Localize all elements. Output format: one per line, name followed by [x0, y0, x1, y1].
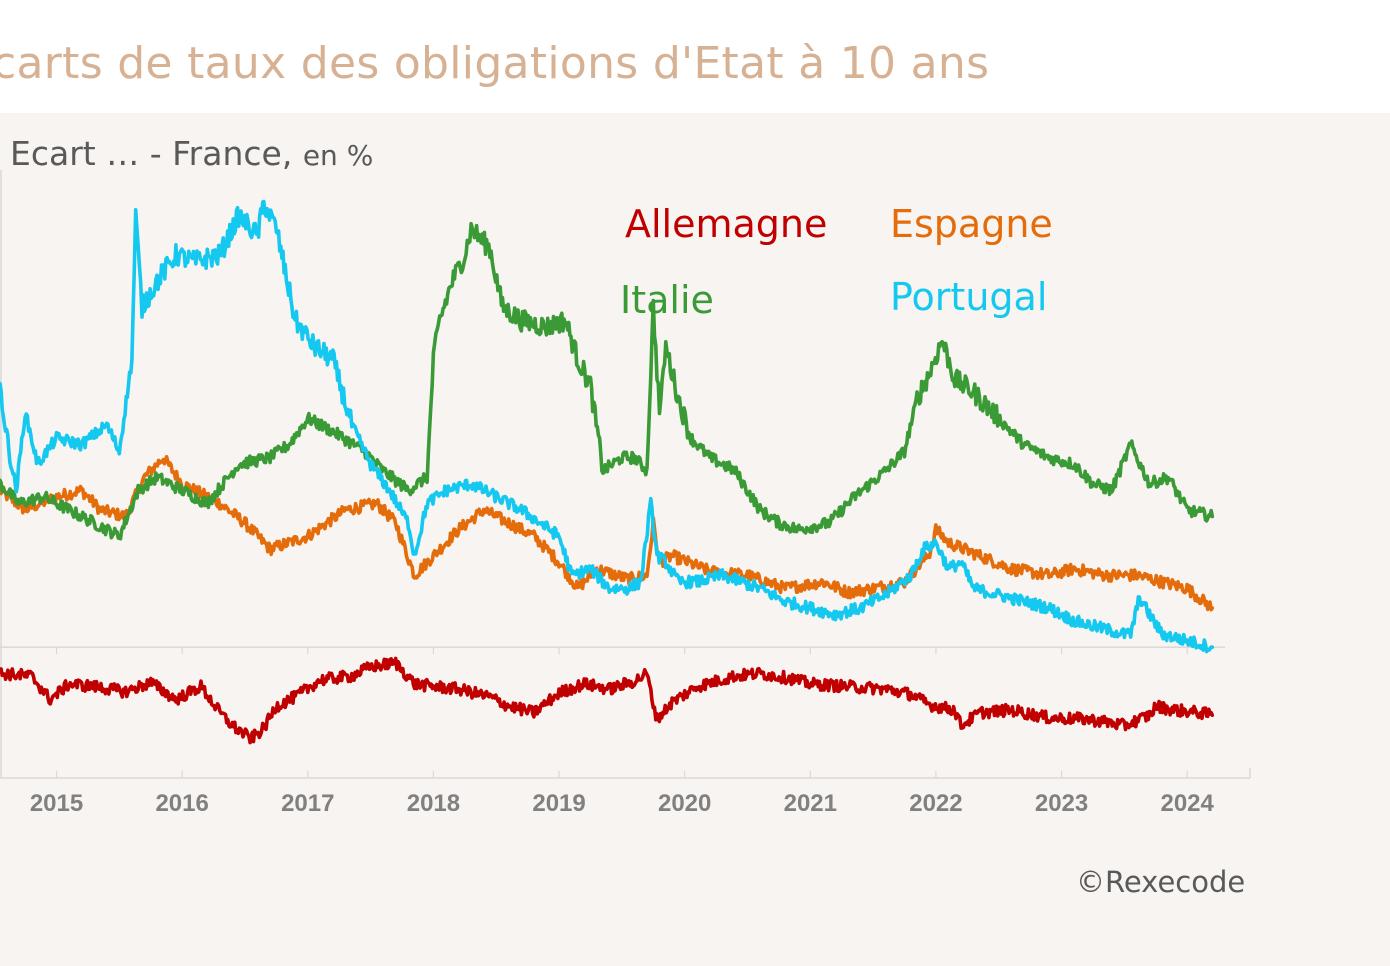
series-line-portugal: [0, 199, 1215, 654]
legend-portugal: Portugal: [890, 275, 1048, 319]
y-axis-label-unit: en %: [302, 139, 374, 172]
x-tick-label-2016: 2016: [155, 790, 208, 817]
chart-panel: [0, 113, 1390, 966]
x-tick-label-2022: 2022: [909, 790, 962, 817]
x-tick-label-2015: 2015: [30, 790, 83, 817]
series-line-italie: [0, 221, 1215, 541]
x-tick-label-2018: 2018: [407, 790, 460, 817]
y-axis-label: Ecart … - France, en %: [10, 134, 373, 173]
credit-rexecode: ©Rexecode: [1076, 865, 1246, 899]
series-line-allemagne: [0, 656, 1215, 745]
legend-espagne: Espagne: [890, 202, 1053, 246]
x-axis-ticks: 2015 2016 2017 2018 2019 2020 2021 2022 2023 2024: [30, 790, 1215, 817]
x-tick-label-2023: 2023: [1035, 790, 1088, 817]
y-axis-label-main: Ecart … - France,: [10, 134, 293, 173]
series-line-espagne: [0, 454, 1215, 612]
legend-allemagne: Allemagne: [625, 202, 828, 246]
legend-italie: Italie: [620, 278, 714, 322]
x-tick-label-2024: 2024: [1160, 790, 1214, 817]
x-tick-label-2017: 2017: [281, 790, 334, 817]
axes: [0, 170, 1251, 779]
x-tick-label-2019: 2019: [532, 790, 585, 817]
x-tick-label-2020: 2020: [658, 790, 711, 817]
series-lines: [0, 199, 1215, 745]
x-tick-label-2021: 2021: [784, 790, 837, 817]
chart-title: carts de taux des obligations d'Etat à 1…: [0, 38, 990, 89]
